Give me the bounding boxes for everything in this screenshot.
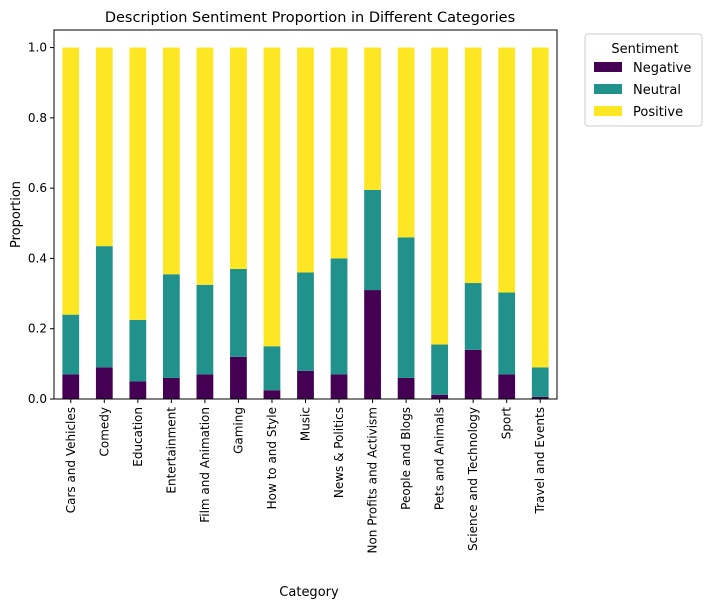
bar-positive-13 [498, 47, 516, 293]
legend-title: Sentiment [611, 42, 678, 57]
bar-neutral-12 [464, 283, 482, 350]
bar-positive-14 [531, 47, 549, 368]
bar-neutral-14 [531, 367, 549, 397]
bar-negative-13 [498, 374, 516, 399]
x-tick-label: Comedy [97, 407, 111, 457]
y-tick-label: 0.2 [28, 322, 47, 336]
bar-neutral-1 [95, 246, 113, 368]
legend-label-positive: Positive [633, 105, 683, 120]
x-tick-label: News & Politics [332, 407, 346, 498]
bar-neutral-0 [62, 314, 80, 375]
bar-positive-0 [62, 47, 80, 315]
bar-neutral-11 [431, 344, 449, 395]
legend-swatch-positive [594, 106, 622, 116]
bar-negative-8 [330, 374, 348, 399]
x-tick-label: Film and Animation [198, 407, 212, 523]
bar-positive-2 [129, 47, 147, 320]
legend: Sentiment Negative Neutral Positive [584, 33, 703, 127]
x-axis: Cars and Vehicles Comedy Education Entertai… [64, 399, 547, 554]
y-tick-label: 0.6 [28, 181, 47, 195]
x-tick-label: Gaming [231, 407, 245, 454]
y-tick-label: 0.8 [28, 111, 47, 125]
bar-negative-10 [397, 377, 415, 399]
bar-positive-9 [364, 47, 381, 190]
bar-negative-14 [531, 396, 549, 399]
x-tick-label: Travel and Events [533, 407, 547, 515]
bar-positive-6 [263, 47, 281, 347]
bar-positive-11 [431, 47, 449, 345]
x-tick-label: Science and Technology [466, 407, 480, 551]
bar-positive-4 [196, 47, 214, 285]
bar-neutral-5 [230, 268, 247, 357]
x-tick-label: Education [131, 407, 145, 467]
bar-neutral-13 [498, 292, 516, 375]
bar-neutral-7 [297, 272, 314, 371]
plot-frame [53, 29, 558, 400]
x-tick-label: Cars and Vehicles [64, 407, 78, 513]
y-axis-label: Proportion [9, 181, 24, 248]
x-tick-label: People and Blogs [399, 407, 413, 510]
y-tick-label: 0.4 [28, 251, 47, 265]
bar-negative-0 [62, 374, 80, 399]
bar-positive-5 [230, 47, 247, 269]
bar-neutral-6 [263, 346, 281, 391]
bar-negative-2 [129, 381, 147, 399]
bar-neutral-8 [330, 258, 348, 375]
bar-neutral-4 [196, 284, 214, 375]
x-tick-label: Non Profits and Activism [366, 407, 380, 554]
legend-frame [584, 33, 703, 127]
bar-negative-6 [263, 390, 281, 399]
bar-positive-12 [464, 47, 482, 284]
chart-title: Description Sentiment Proportion in Diff… [105, 10, 515, 26]
bar-negative-7 [297, 370, 314, 399]
x-tick-label: Pets and Animals [433, 407, 447, 510]
legend-swatch-negative [594, 62, 622, 72]
y-tick-label: 1.0 [28, 41, 47, 55]
bar-negative-3 [162, 377, 180, 399]
bar-negative-9 [364, 290, 381, 399]
y-axis: 0.0 0.2 0.4 0.6 0.8 1.0 [28, 41, 54, 406]
x-tick-label: Entertainment [164, 407, 178, 494]
legend-label-neutral: Neutral [633, 83, 681, 98]
bar-negative-11 [431, 394, 449, 399]
bar-negative-1 [95, 367, 113, 399]
bar-neutral-10 [397, 237, 415, 378]
bar-neutral-9 [364, 189, 381, 291]
x-axis-label: Category [279, 585, 339, 600]
y-tick-label: 0.0 [28, 392, 47, 406]
x-tick-label: Sport [500, 407, 514, 440]
bar-positive-1 [95, 47, 113, 247]
bar-neutral-3 [162, 274, 180, 378]
bar-positive-10 [397, 47, 415, 238]
bar-negative-12 [464, 349, 482, 399]
bar-positive-3 [162, 47, 180, 275]
legend-swatch-neutral [594, 84, 622, 94]
bar-neutral-2 [129, 319, 147, 382]
bars-group [62, 47, 549, 399]
x-tick-label: Music [299, 407, 313, 441]
legend-label-negative: Negative [633, 61, 691, 76]
x-tick-label: How to and Style [265, 407, 279, 509]
bar-positive-7 [297, 47, 314, 273]
bar-positive-8 [330, 47, 348, 259]
legend-items: Negative Neutral Positive [594, 61, 691, 120]
bar-negative-4 [196, 374, 214, 399]
bar-negative-5 [230, 356, 247, 399]
